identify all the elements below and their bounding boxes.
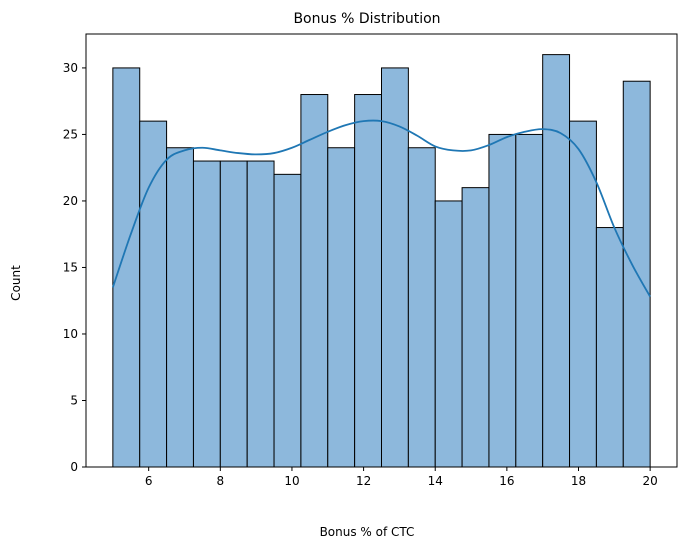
y-axis-ticks: 0 5 10 15 20 25 30 [63, 61, 86, 474]
y-tick-label: 15 [63, 260, 78, 274]
y-tick-label: 5 [70, 393, 78, 407]
histogram-bar [407, 147, 436, 468]
histogram-bar [542, 54, 571, 468]
y-tick-label: 20 [63, 194, 78, 208]
histogram-bar [434, 200, 463, 468]
histogram-bar [166, 147, 194, 468]
axes-frame [85, 33, 678, 468]
x-tick-label: 20 [642, 474, 657, 488]
chart-title: Bonus % Distribution [293, 11, 440, 27]
histogram-bar [112, 67, 141, 468]
y-tick-label: 0 [70, 460, 78, 474]
histogram-bar [569, 120, 597, 468]
histogram-bar [515, 133, 544, 468]
histogram-bar [219, 160, 248, 468]
histogram-bar [595, 227, 624, 468]
x-tick-label: 6 [145, 474, 153, 488]
histogram-bar [273, 173, 302, 468]
x-tick-label: 16 [499, 474, 514, 488]
y-tick-label: 25 [63, 127, 78, 141]
kde-line [112, 119, 651, 298]
x-tick-label: 14 [428, 474, 443, 488]
x-tick-label: 12 [356, 474, 371, 488]
kde-group [112, 119, 651, 298]
x-axis-label: Bonus % of CTC [320, 525, 415, 539]
histogram-bar [381, 67, 409, 468]
histogram-bar [300, 94, 329, 468]
y-axis-label: Count [9, 265, 23, 301]
bars-group [112, 54, 651, 468]
histogram-bar [246, 160, 275, 468]
histogram-bar [488, 133, 517, 468]
x-axis-ticks: 6 8 10 12 14 16 18 20 [145, 467, 658, 488]
histogram-bar [192, 160, 221, 468]
histogram-bar [139, 120, 168, 468]
x-tick-label: 18 [571, 474, 586, 488]
histogram-bar [461, 187, 490, 468]
x-tick-label: 10 [284, 474, 299, 488]
histogram-bar [327, 147, 356, 468]
x-tick-label: 8 [216, 474, 224, 488]
y-tick-label: 10 [63, 327, 78, 341]
histogram-bar [354, 94, 382, 468]
y-tick-label: 30 [63, 61, 78, 75]
